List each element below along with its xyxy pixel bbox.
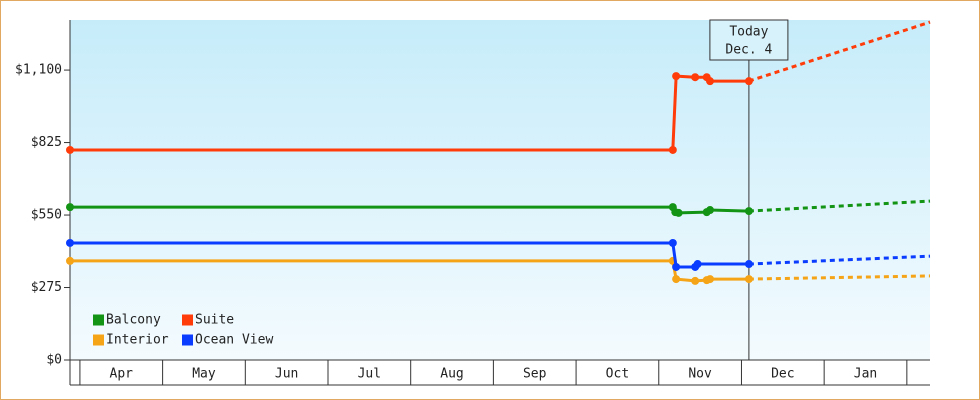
y-tick-label: $1,100 [15,63,62,78]
point [66,238,74,247]
y-tick-label: $550 [31,208,62,223]
forecast-line [748,254,931,266]
point [706,77,715,86]
point [691,73,700,82]
point [672,262,681,271]
point [66,203,74,212]
series-line [70,241,749,269]
point [691,276,700,285]
point [668,145,677,154]
x-tick-label: Nov [688,367,712,382]
point [668,238,677,247]
point [744,275,753,284]
point [674,208,683,217]
y-tick-label: $0 [46,353,62,368]
legend-label: Suite [195,313,234,328]
legend-swatch [93,314,104,326]
point [693,260,702,269]
point [66,256,74,265]
legend-label: Interior [106,333,169,348]
point [744,77,753,86]
forecast-line [748,199,931,213]
y-tick-label: $275 [31,280,62,295]
forecast-line [748,20,931,83]
today-label: Today [729,25,768,40]
x-tick-label: Oct [606,367,629,382]
plot-area [70,20,930,360]
legend-swatch [182,334,193,346]
x-tick-label: Sep [523,367,547,382]
point [66,145,74,154]
legend-swatch [182,314,193,326]
point [672,72,681,81]
x-tick-label: Jul [358,367,381,382]
x-tick-label: Jan [854,367,877,382]
point [744,207,753,216]
x-tick-label: Apr [110,367,134,382]
point [706,275,715,284]
point [706,206,715,215]
x-tick-label: Dec [771,367,794,382]
today-box [709,19,789,61]
forecast-line [748,274,931,281]
legend-label: Ocean View [195,333,273,348]
x-tick-label: Aug [440,367,463,382]
point [672,275,681,284]
y-tick-label: $825 [31,135,62,150]
legend-swatch [93,334,104,346]
x-tick-label: May [192,367,216,382]
legend-label: Balcony [106,313,161,328]
point [744,260,753,269]
today-label: Dec. 4 [725,43,772,58]
x-tick-label: Jun [275,367,298,382]
